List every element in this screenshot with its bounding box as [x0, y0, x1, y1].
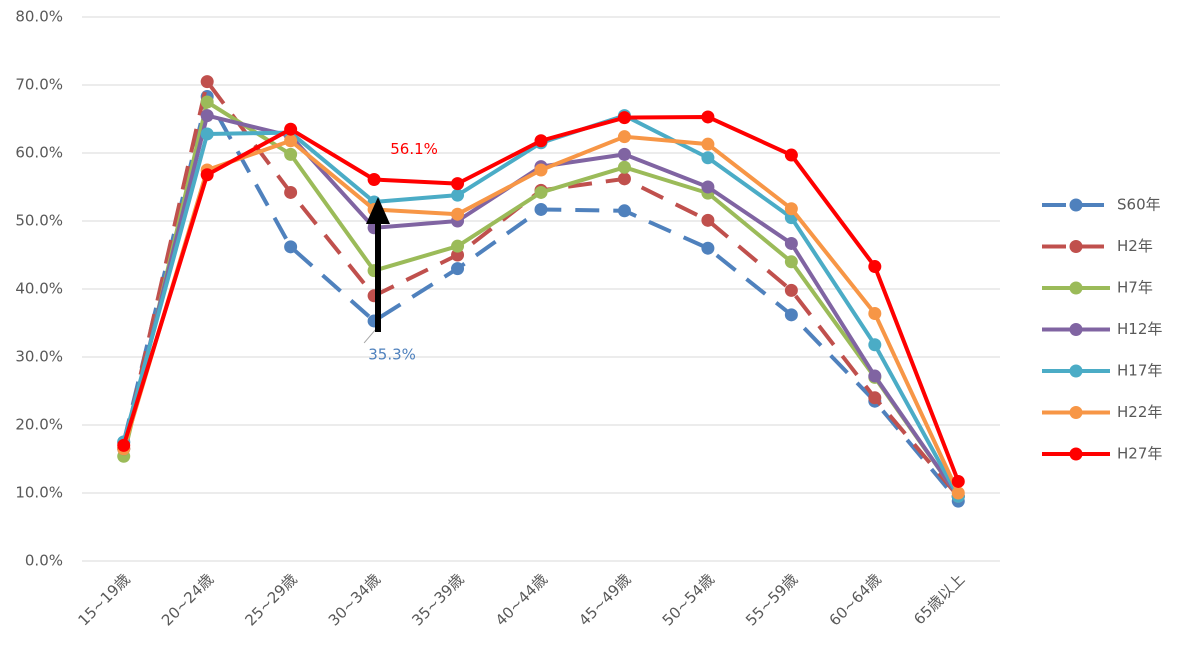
x-tick-label: 50~54歳 [659, 570, 718, 629]
legend-marker [1069, 364, 1083, 378]
x-tick-label: 35~39歳 [408, 570, 467, 629]
x-tick-label: 65歳以上 [910, 570, 968, 628]
data-point [617, 160, 631, 174]
data-point [284, 147, 298, 161]
data-point [784, 283, 798, 297]
data-point [701, 110, 715, 124]
data-point [951, 486, 965, 500]
legend: S60年 H2年 H7年 H12年 H17年 H22年 H27年 [1042, 196, 1162, 463]
data-point [117, 438, 131, 452]
data-point [534, 185, 548, 199]
legend-label: H22年 [1117, 403, 1162, 421]
data-point [784, 236, 798, 250]
y-tick-label: 50.0% [15, 212, 63, 230]
data-point [451, 188, 465, 202]
x-tick-label: 20~24歳 [158, 570, 217, 629]
data-point [451, 177, 465, 191]
data-point [784, 148, 798, 162]
data-point [701, 213, 715, 227]
data-point [617, 111, 631, 125]
data-point [951, 474, 965, 488]
data-point [868, 306, 882, 320]
data-point [534, 163, 548, 177]
data-point [451, 262, 465, 276]
plot: 35.3% 56.1% [117, 75, 965, 508]
legend-marker [1069, 323, 1083, 336]
legend-marker [1069, 240, 1083, 253]
data-point [284, 122, 298, 136]
data-point [701, 180, 715, 194]
y-tick-label: 60.0% [15, 144, 63, 162]
arrow [366, 197, 390, 332]
arrow-head [366, 197, 390, 224]
data-point [784, 202, 798, 216]
legend-label: H2年 [1117, 237, 1153, 255]
data-point [200, 168, 214, 182]
x-tick-label: 25~29歳 [241, 570, 300, 629]
leader-line [363, 328, 377, 344]
data-label: 35.3% [368, 345, 416, 363]
data-point [868, 338, 882, 352]
data-point [284, 185, 298, 199]
x-tick-label: 15~19歳 [75, 570, 134, 629]
data-point [784, 308, 798, 322]
data-point [868, 260, 882, 274]
y-tick-label: 40.0% [15, 280, 63, 298]
x-tick-label: 30~34歳 [325, 570, 384, 629]
legend-label: H17年 [1117, 362, 1162, 380]
legend-marker [1069, 281, 1083, 295]
data-point [200, 95, 214, 109]
x-tick-label: 45~49歳 [575, 570, 634, 629]
x-tick-label: 60~64歳 [826, 570, 885, 629]
x-tick-label: 55~59歳 [742, 570, 801, 629]
legend-marker [1069, 447, 1083, 461]
data-point [200, 75, 214, 89]
data-point [701, 151, 715, 165]
legend-label: H7年 [1117, 279, 1153, 297]
data-point [701, 137, 715, 151]
legend-label: S60年 [1117, 196, 1161, 214]
y-tick-label: 20.0% [15, 416, 63, 434]
legend-label: H27年 [1117, 445, 1162, 463]
y-tick-label: 0.0% [25, 552, 63, 570]
y-tick-label: 30.0% [15, 348, 63, 366]
x-tick-label: 40~44歳 [492, 570, 551, 629]
data-point [200, 109, 214, 123]
data-point [868, 369, 882, 383]
data-point [617, 172, 631, 186]
legend-label: H12年 [1117, 320, 1162, 338]
data-point [784, 255, 798, 269]
data-point [451, 207, 465, 221]
data-point [284, 240, 298, 254]
y-tick-label: 70.0% [15, 76, 63, 94]
data-point [534, 134, 548, 148]
data-point [617, 204, 631, 218]
data-point [200, 127, 214, 141]
data-label: 56.1% [390, 140, 438, 158]
data-point [868, 391, 882, 405]
data-point [284, 134, 298, 148]
data-point [617, 130, 631, 144]
data-point [617, 147, 631, 161]
data-point [367, 173, 381, 187]
legend-marker [1069, 406, 1083, 419]
legend-marker [1069, 198, 1083, 212]
data-point [534, 202, 548, 216]
data-point [701, 241, 715, 255]
y-tick-label: 10.0% [15, 484, 63, 502]
data-point [451, 239, 465, 253]
y-tick-label: 80.0% [15, 8, 63, 26]
